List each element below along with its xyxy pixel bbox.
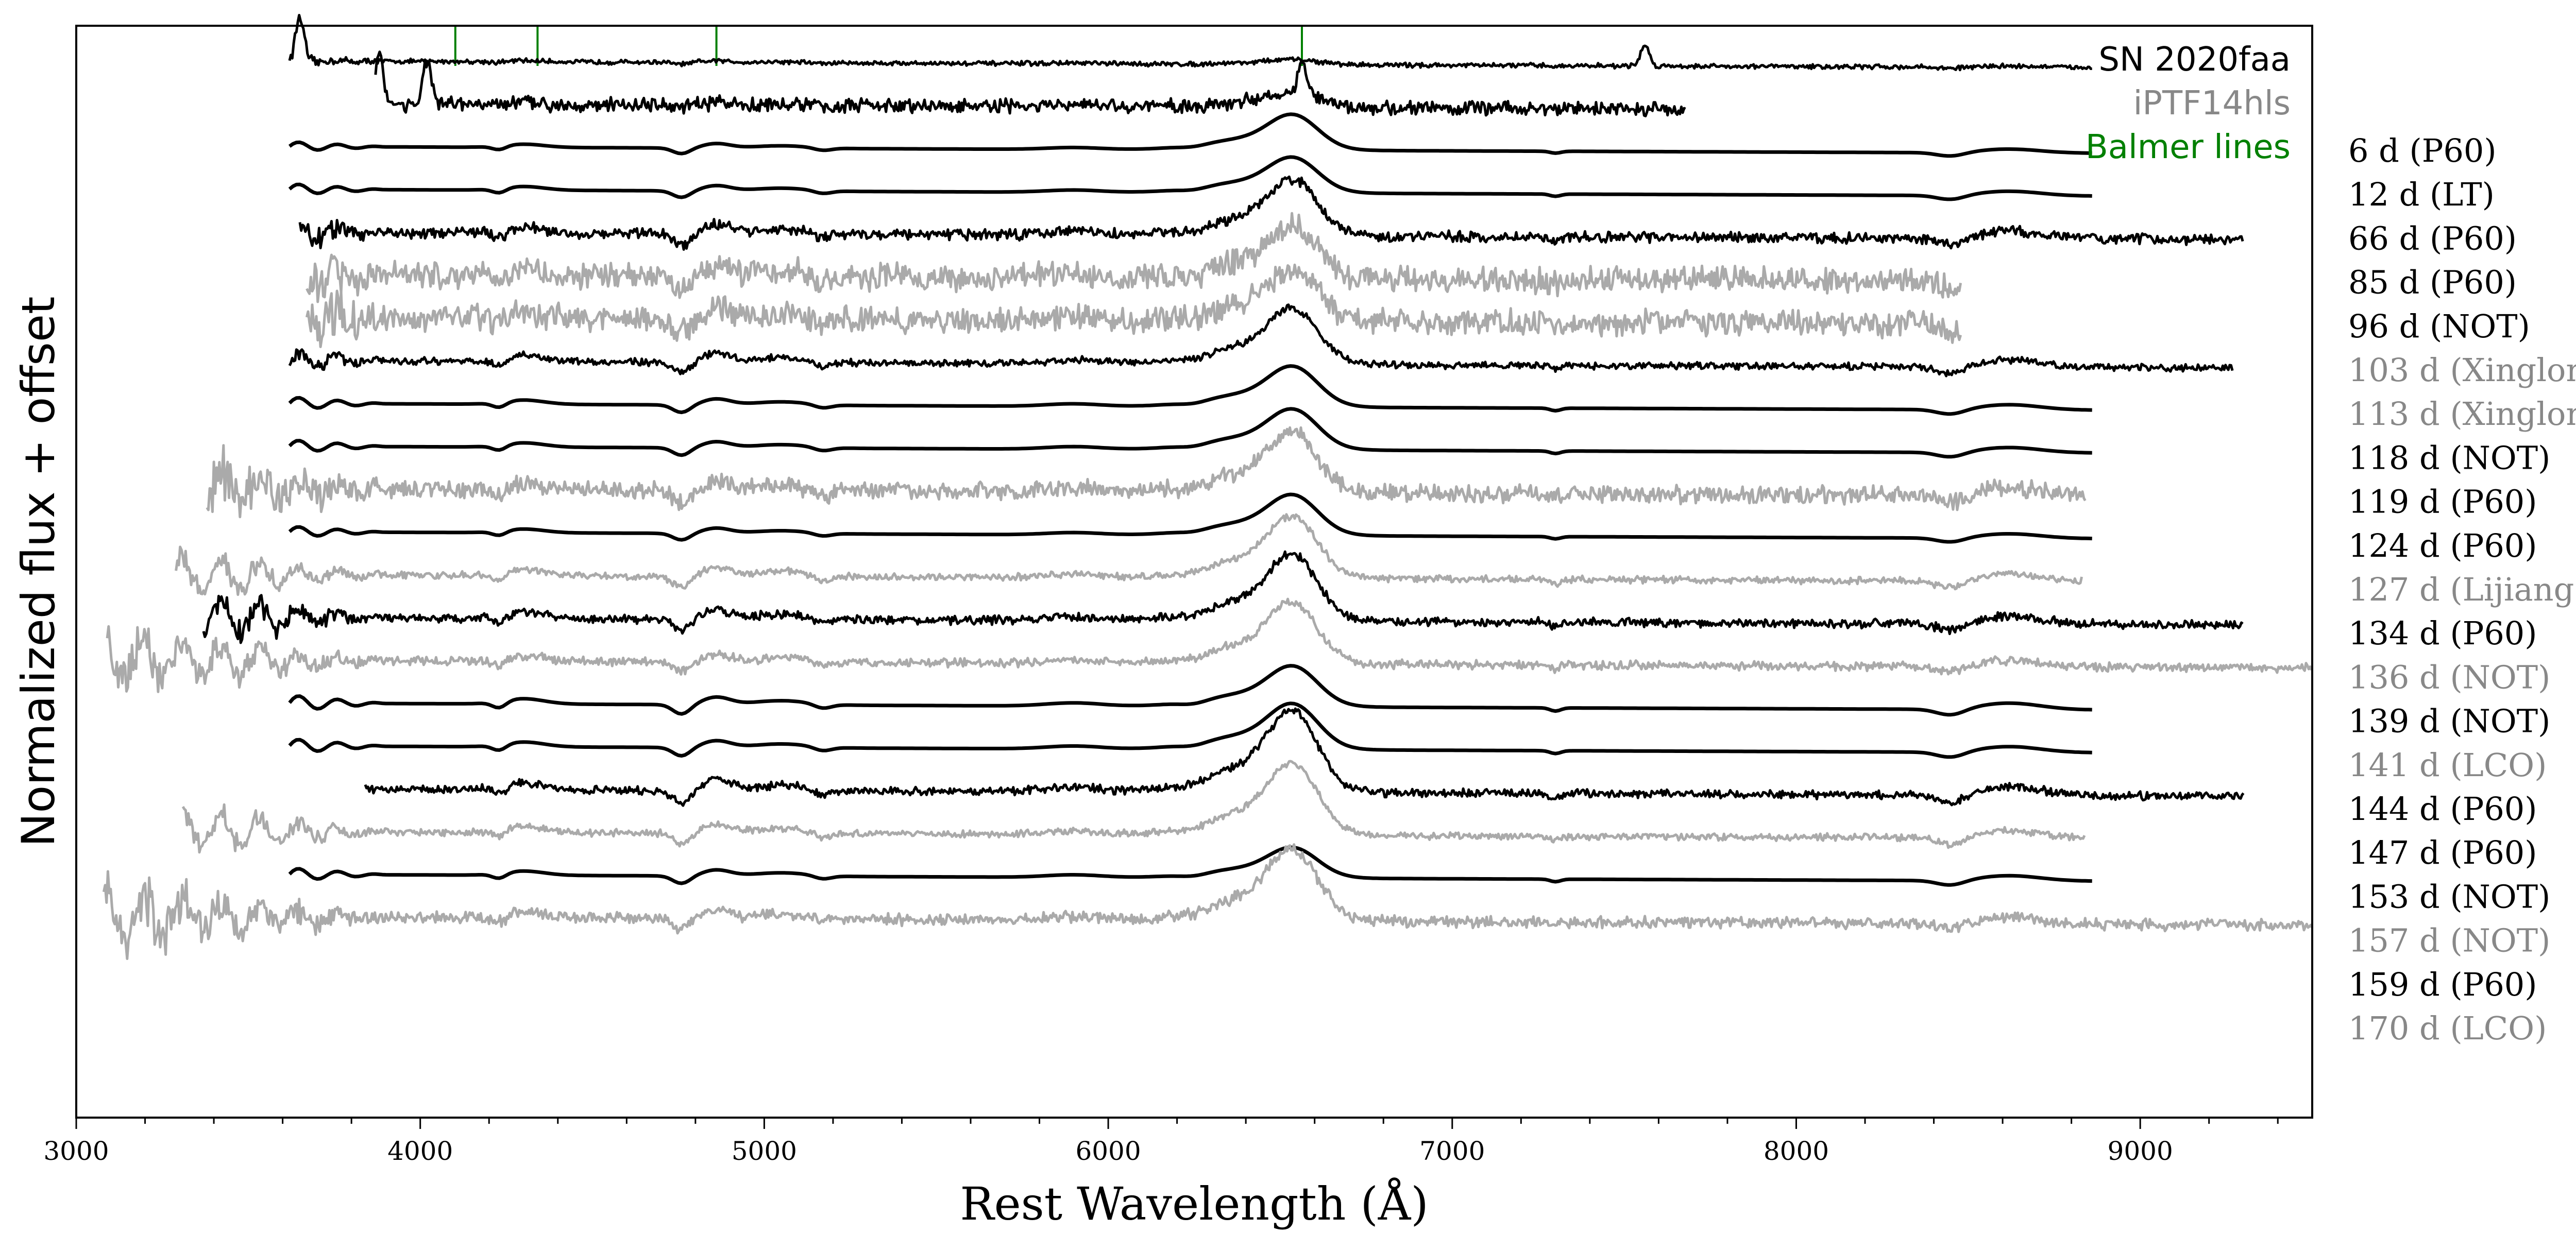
spectrum-line-2 bbox=[288, 112, 2092, 158]
legend-entry-sn2020faa: SN 2020faa bbox=[2098, 41, 2291, 79]
epoch-label-7: 118 d (NOT) bbox=[2348, 439, 2550, 476]
y-axis-title: Normalized flux + offset bbox=[12, 297, 65, 847]
spectrum-line-0 bbox=[288, 13, 2092, 72]
spectrum-line-6 bbox=[305, 263, 1962, 348]
spectrum-line-4 bbox=[298, 175, 2244, 251]
epoch-label-0: 6 d (P60) bbox=[2348, 132, 2497, 169]
epoch-label-2: 66 d (P60) bbox=[2348, 219, 2517, 257]
epoch-label-4: 96 d (NOT) bbox=[2348, 307, 2530, 345]
epoch-label-15: 144 d (P60) bbox=[2348, 790, 2537, 828]
epoch-label-16: 147 d (P60) bbox=[2348, 834, 2537, 871]
legend: SN 2020faa iPTF14hls Balmer lines bbox=[2086, 41, 2291, 166]
spectrum-line-5 bbox=[306, 212, 1962, 303]
epoch-label-9: 124 d (P60) bbox=[2348, 527, 2537, 564]
spectrum-line-13 bbox=[202, 550, 2244, 644]
spectrum-line-20 bbox=[102, 843, 2314, 960]
epoch-label-5: 103 d (Xinglong) bbox=[2348, 351, 2576, 389]
spectrum-line-15 bbox=[288, 664, 2092, 717]
spectrum-line-18 bbox=[181, 760, 2086, 854]
epoch-label-8: 119 d (P60) bbox=[2348, 483, 2537, 521]
spectrum-line-17 bbox=[364, 707, 2245, 807]
epoch-label-12: 136 d (NOT) bbox=[2348, 658, 2550, 696]
spectrum-line-7 bbox=[288, 303, 2234, 378]
spectrum-line-8 bbox=[288, 364, 2092, 416]
epoch-label-14: 141 d (LCO) bbox=[2348, 746, 2547, 784]
x-tick-label-0: 3000 bbox=[43, 1136, 109, 1166]
spectrum-line-19 bbox=[288, 845, 2092, 887]
epoch-label-18: 157 d (NOT) bbox=[2348, 922, 2550, 959]
epoch-label-1: 12 d (LT) bbox=[2348, 176, 2495, 213]
epoch-label-10: 127 d (Lijiang) bbox=[2348, 571, 2576, 608]
x-tick-label-1: 4000 bbox=[387, 1136, 453, 1166]
x-tick-label-3: 6000 bbox=[1075, 1136, 1141, 1166]
epoch-labels: 6 d (P60) 12 d (LT) 66 d (P60) 85 d (P60) 96… bbox=[2348, 132, 2576, 1047]
spectrum-line-1 bbox=[374, 50, 1686, 117]
x-tick-label-6: 9000 bbox=[2108, 1136, 2173, 1166]
x-tick-label-2: 5000 bbox=[732, 1136, 797, 1166]
spectrum-line-11 bbox=[288, 492, 2092, 544]
x-tick-label-4: 7000 bbox=[1419, 1136, 1485, 1166]
spectrum-line-3 bbox=[288, 155, 2092, 201]
x-axis-ticks: 3000 4000 5000 6000 7000 8000 9000 bbox=[43, 1118, 2279, 1166]
spectrum-line-10 bbox=[206, 426, 2087, 519]
epoch-label-20: 170 d (LCO) bbox=[2348, 1009, 2547, 1047]
plot-frame bbox=[75, 25, 2313, 1119]
spectrum-line-14 bbox=[106, 597, 2313, 693]
spectrum-line-9 bbox=[288, 407, 2092, 459]
epoch-label-17: 153 d (NOT) bbox=[2348, 878, 2550, 915]
spectrum-line-12 bbox=[175, 513, 2083, 596]
balmer-line-markers bbox=[454, 26, 1303, 66]
epoch-label-13: 139 d (NOT) bbox=[2348, 702, 2550, 740]
epoch-label-3: 85 d (P60) bbox=[2348, 264, 2517, 301]
x-axis-title: Rest Wavelength (Å) bbox=[960, 1177, 1428, 1230]
legend-entry-iptf14hls: iPTF14hls bbox=[2133, 84, 2291, 123]
spectra-series bbox=[102, 13, 2314, 960]
x-tick-label-5: 8000 bbox=[1764, 1136, 1829, 1166]
epoch-label-19: 159 d (P60) bbox=[2348, 966, 2537, 1003]
epoch-label-11: 134 d (P60) bbox=[2348, 614, 2537, 652]
legend-entry-balmer-lines: Balmer lines bbox=[2086, 128, 2291, 166]
spectrum-line-16 bbox=[288, 701, 2092, 759]
epoch-label-6: 113 d (Xinglong) bbox=[2348, 395, 2576, 433]
